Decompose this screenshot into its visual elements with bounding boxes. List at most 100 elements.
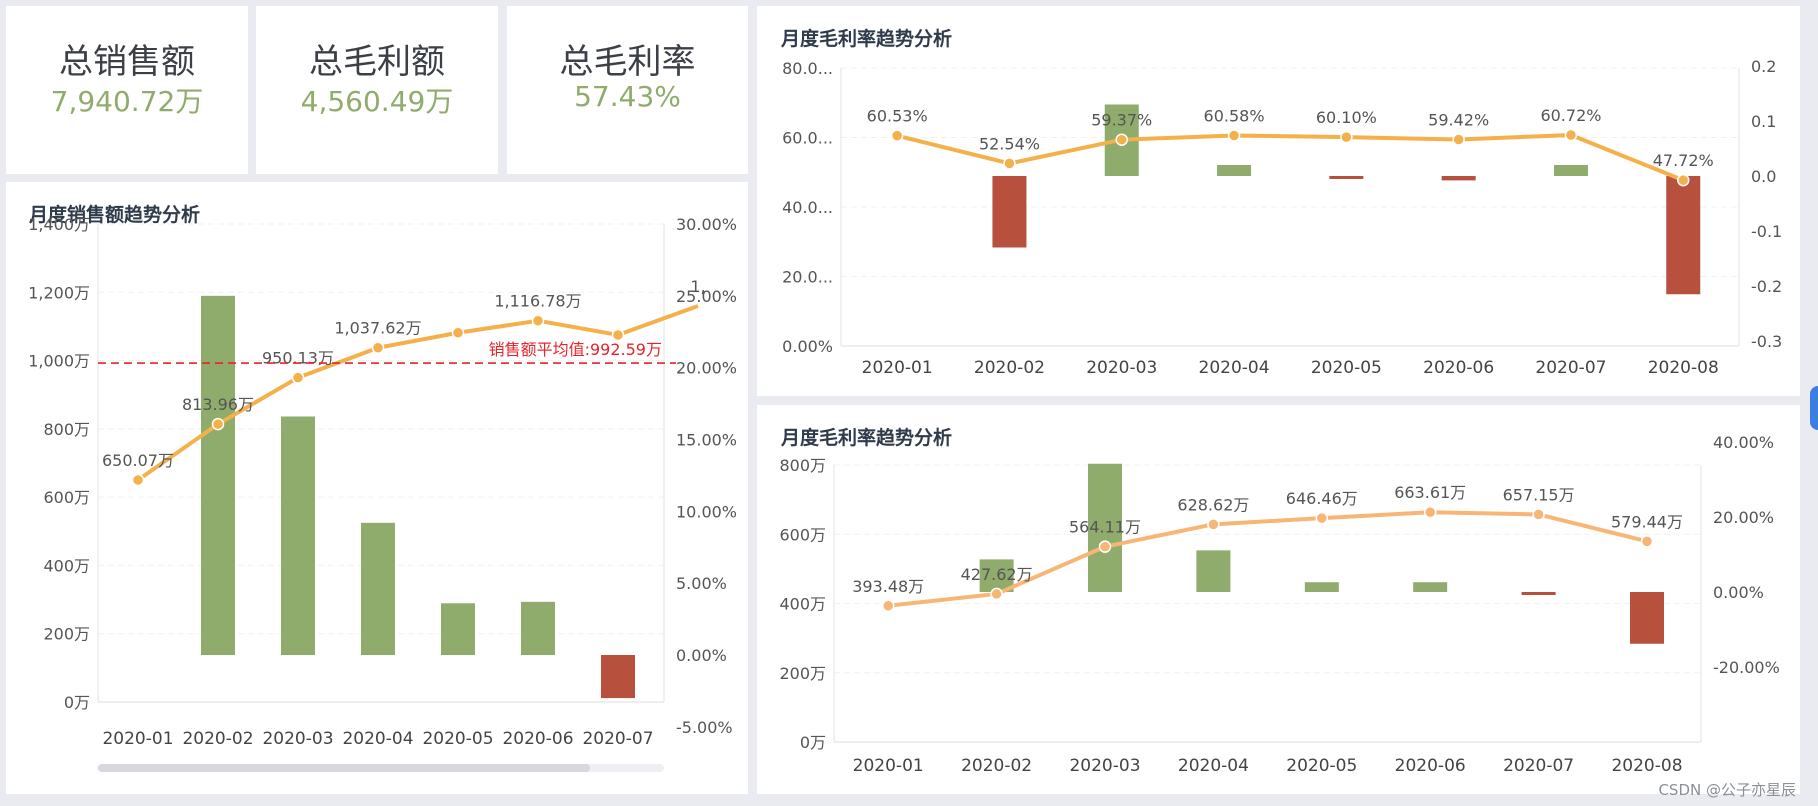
y-tick-label: 200万 <box>779 664 826 683</box>
data-label: 564.11万 <box>1069 518 1141 537</box>
line-point <box>1532 508 1545 521</box>
watermark: CSDN @公子亦星辰 <box>1658 781 1796 799</box>
data-label: 427.62万 <box>961 565 1033 584</box>
margin-rate-chart-bottom: 800万 600万 400万 200万 0万 40.00% 20.00% 0.00% -20.0… <box>779 433 1780 776</box>
y2-tick-label: 25.00% <box>676 287 737 306</box>
y2-tick-label: -0.1 <box>1751 222 1782 241</box>
y2-tick-label: 30.00% <box>676 215 737 234</box>
y-tick-label: 1,400万 <box>28 215 90 234</box>
line-point <box>890 129 904 142</box>
bar <box>1196 550 1231 592</box>
data-label: 628.62万 <box>1177 495 1249 514</box>
data-label: 60.58% <box>1204 106 1265 125</box>
data-label: 663.61万 <box>1394 483 1466 502</box>
data-label: 1, <box>690 277 705 296</box>
y-tick-label: 200万 <box>43 625 90 644</box>
margin-rate-panel-top: 月度毛利率趋势分析 80.0... 60.0... 40.0... 20.0... 0.… <box>757 6 1800 396</box>
bar <box>1630 592 1664 644</box>
x-tick-label: 2020-06 <box>1395 756 1466 776</box>
data-label: 813.96万 <box>182 395 254 414</box>
line-point <box>1423 505 1437 519</box>
y-tick-label: 800万 <box>779 456 826 475</box>
line-point <box>881 599 895 613</box>
sales-trend-chart: 1,400万 1,200万 1,000万 800万 600万 400万 200万 0万 30.0… <box>28 215 737 749</box>
y2-tick-label: -0.3 <box>1751 332 1782 351</box>
bar <box>1217 165 1252 176</box>
data-label: 59.42% <box>1428 111 1489 130</box>
x-tick-label: 2020-03 <box>1069 756 1140 776</box>
bar <box>979 559 1014 592</box>
data-label: 657.15万 <box>1503 485 1575 504</box>
bar <box>1666 176 1701 295</box>
x-tick-label: 2020-06 <box>1423 358 1494 378</box>
x-tick-label: 2020-04 <box>342 729 413 749</box>
x-tick-label: 2020-03 <box>262 729 333 749</box>
y-tick-label: 0.00% <box>782 337 833 356</box>
y-tick-label: 400万 <box>779 595 826 614</box>
line-point <box>1098 540 1112 553</box>
line-point <box>1315 511 1329 525</box>
bar <box>1441 176 1476 181</box>
y-tick-label: 40.0... <box>782 198 833 217</box>
line-point <box>451 326 465 339</box>
panel-title: 月度销售额趋势分析 <box>29 204 201 226</box>
kpi-card-gross-margin: 总毛利率 57.43% <box>507 6 748 174</box>
kpi-value: 57.43% <box>574 80 681 113</box>
kpi-card-sales: 总销售额 7,940.72万 <box>6 6 248 174</box>
y2-tick-label: 20.00% <box>676 359 737 378</box>
line-series <box>136 304 699 482</box>
data-label: 650.07万 <box>102 451 174 470</box>
y-tick-label: 600万 <box>779 525 826 544</box>
chart-zoom-handle[interactable] <box>98 764 590 772</box>
margin-rate-panel-bottom: 月度毛利率趋势分析 800万 600万 400万 200万 0万 40.00% 20.00%… <box>757 405 1800 794</box>
bar <box>521 601 555 655</box>
x-tick-label: 2020-04 <box>1178 756 1249 776</box>
line-point <box>211 417 225 431</box>
bar <box>1521 592 1556 595</box>
bar <box>1088 463 1122 592</box>
y2-tick-label: -0.2 <box>1751 277 1782 296</box>
y-tick-label: 1,000万 <box>28 352 90 371</box>
x-tick-label: 2020-07 <box>1535 358 1606 378</box>
x-tick-label: 2020-01 <box>853 756 924 776</box>
y2-tick-label: 0.0 <box>1751 167 1776 186</box>
panel-title: 月度毛利率趋势分析 <box>781 427 953 449</box>
line-series <box>887 510 1648 608</box>
bar <box>992 176 1027 248</box>
kpi-title: 总毛利额 <box>309 42 445 82</box>
bar <box>361 522 395 655</box>
bar <box>441 603 475 655</box>
data-label: 1,037.62万 <box>334 319 421 338</box>
data-label: 60.53% <box>867 107 928 126</box>
panel-title: 月度毛利率趋势分析 <box>781 28 953 50</box>
margin-rate-chart-top: 80.0... 60.0... 40.0... 20.0... 0.00% 0.2 0.1 0… <box>782 57 1782 378</box>
data-label: 1,116.78万 <box>494 292 581 311</box>
line-point <box>1003 157 1016 170</box>
y-tick-label: 0万 <box>64 693 90 712</box>
line-point <box>291 371 305 384</box>
kpi-value: 4,560.49万 <box>300 85 454 118</box>
bar <box>1329 176 1364 179</box>
line-point <box>131 473 145 487</box>
y-tick-label: 400万 <box>43 556 90 575</box>
bar <box>201 295 235 655</box>
line-point <box>1677 173 1690 187</box>
average-label: 销售额平均值:992.59万 <box>489 340 662 359</box>
data-label: 60.10% <box>1316 108 1377 127</box>
line-point <box>1640 535 1654 548</box>
data-label: 59.37% <box>1091 111 1152 130</box>
y-tick-label: 600万 <box>43 488 90 507</box>
side-drawer-handle[interactable] <box>1810 386 1818 430</box>
data-label: 393.48万 <box>852 577 924 596</box>
x-tick-label: 2020-02 <box>974 358 1045 378</box>
x-tick-label: 2020-05 <box>1286 756 1357 776</box>
y2-tick-label: -20.00% <box>1713 658 1780 677</box>
x-tick-label: 2020-01 <box>862 358 933 378</box>
x-tick-label: 2020-05 <box>422 729 493 749</box>
line-point <box>1452 133 1465 146</box>
bar <box>281 416 315 655</box>
x-tick-label: 2020-07 <box>1503 756 1574 776</box>
y2-tick-label: 10.00% <box>676 502 737 521</box>
x-tick-label: 2020-04 <box>1199 358 1270 378</box>
bar <box>1304 582 1339 592</box>
